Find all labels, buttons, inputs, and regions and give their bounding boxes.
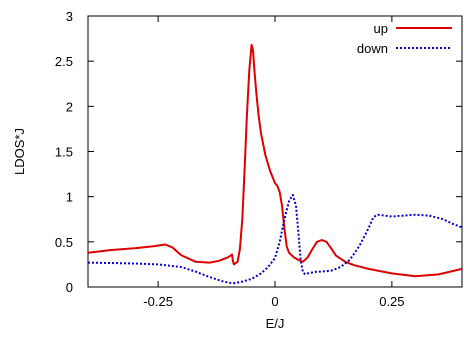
y-tick-label: 0	[66, 280, 73, 295]
x-tick-label: 0.25	[379, 294, 404, 309]
x-tick-label: -0.25	[143, 294, 173, 309]
y-tick-label: 1.5	[55, 145, 73, 160]
y-tick-label: 1	[66, 190, 73, 205]
y-tick-label: 0.5	[55, 235, 73, 250]
legend-label-down: down	[357, 41, 388, 56]
y-tick-label: 3	[66, 9, 73, 24]
legend-label-up: up	[374, 21, 388, 36]
x-tick-label: 0	[271, 294, 278, 309]
series-layer	[87, 43, 463, 285]
y-axis-label: LDOS*J	[12, 128, 27, 175]
x-axis-label: E/J	[266, 316, 285, 331]
legend: up down	[357, 21, 452, 56]
y-tick-label: 2.5	[55, 54, 73, 69]
series-line-up	[87, 43, 463, 278]
y-axis-ticks: 0 0.5 1 1.5 2 2.5 3	[55, 9, 462, 295]
series-line-down	[87, 193, 463, 285]
x-axis-ticks: -0.25 0 0.25	[143, 16, 405, 309]
y-tick-label: 2	[66, 99, 73, 114]
